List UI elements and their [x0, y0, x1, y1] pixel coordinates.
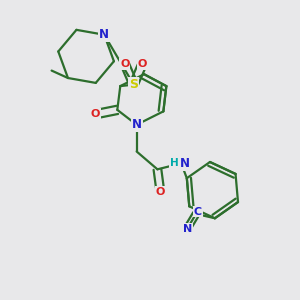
Text: O: O: [120, 59, 129, 69]
Text: H: H: [170, 158, 179, 168]
Text: N: N: [180, 157, 190, 170]
Text: O: O: [156, 187, 165, 196]
Text: N: N: [132, 118, 142, 131]
Text: S: S: [129, 78, 138, 91]
Text: N: N: [182, 224, 192, 234]
Text: C: C: [194, 206, 202, 217]
Text: N: N: [99, 28, 109, 41]
Text: O: O: [138, 59, 147, 69]
Text: O: O: [90, 109, 100, 119]
